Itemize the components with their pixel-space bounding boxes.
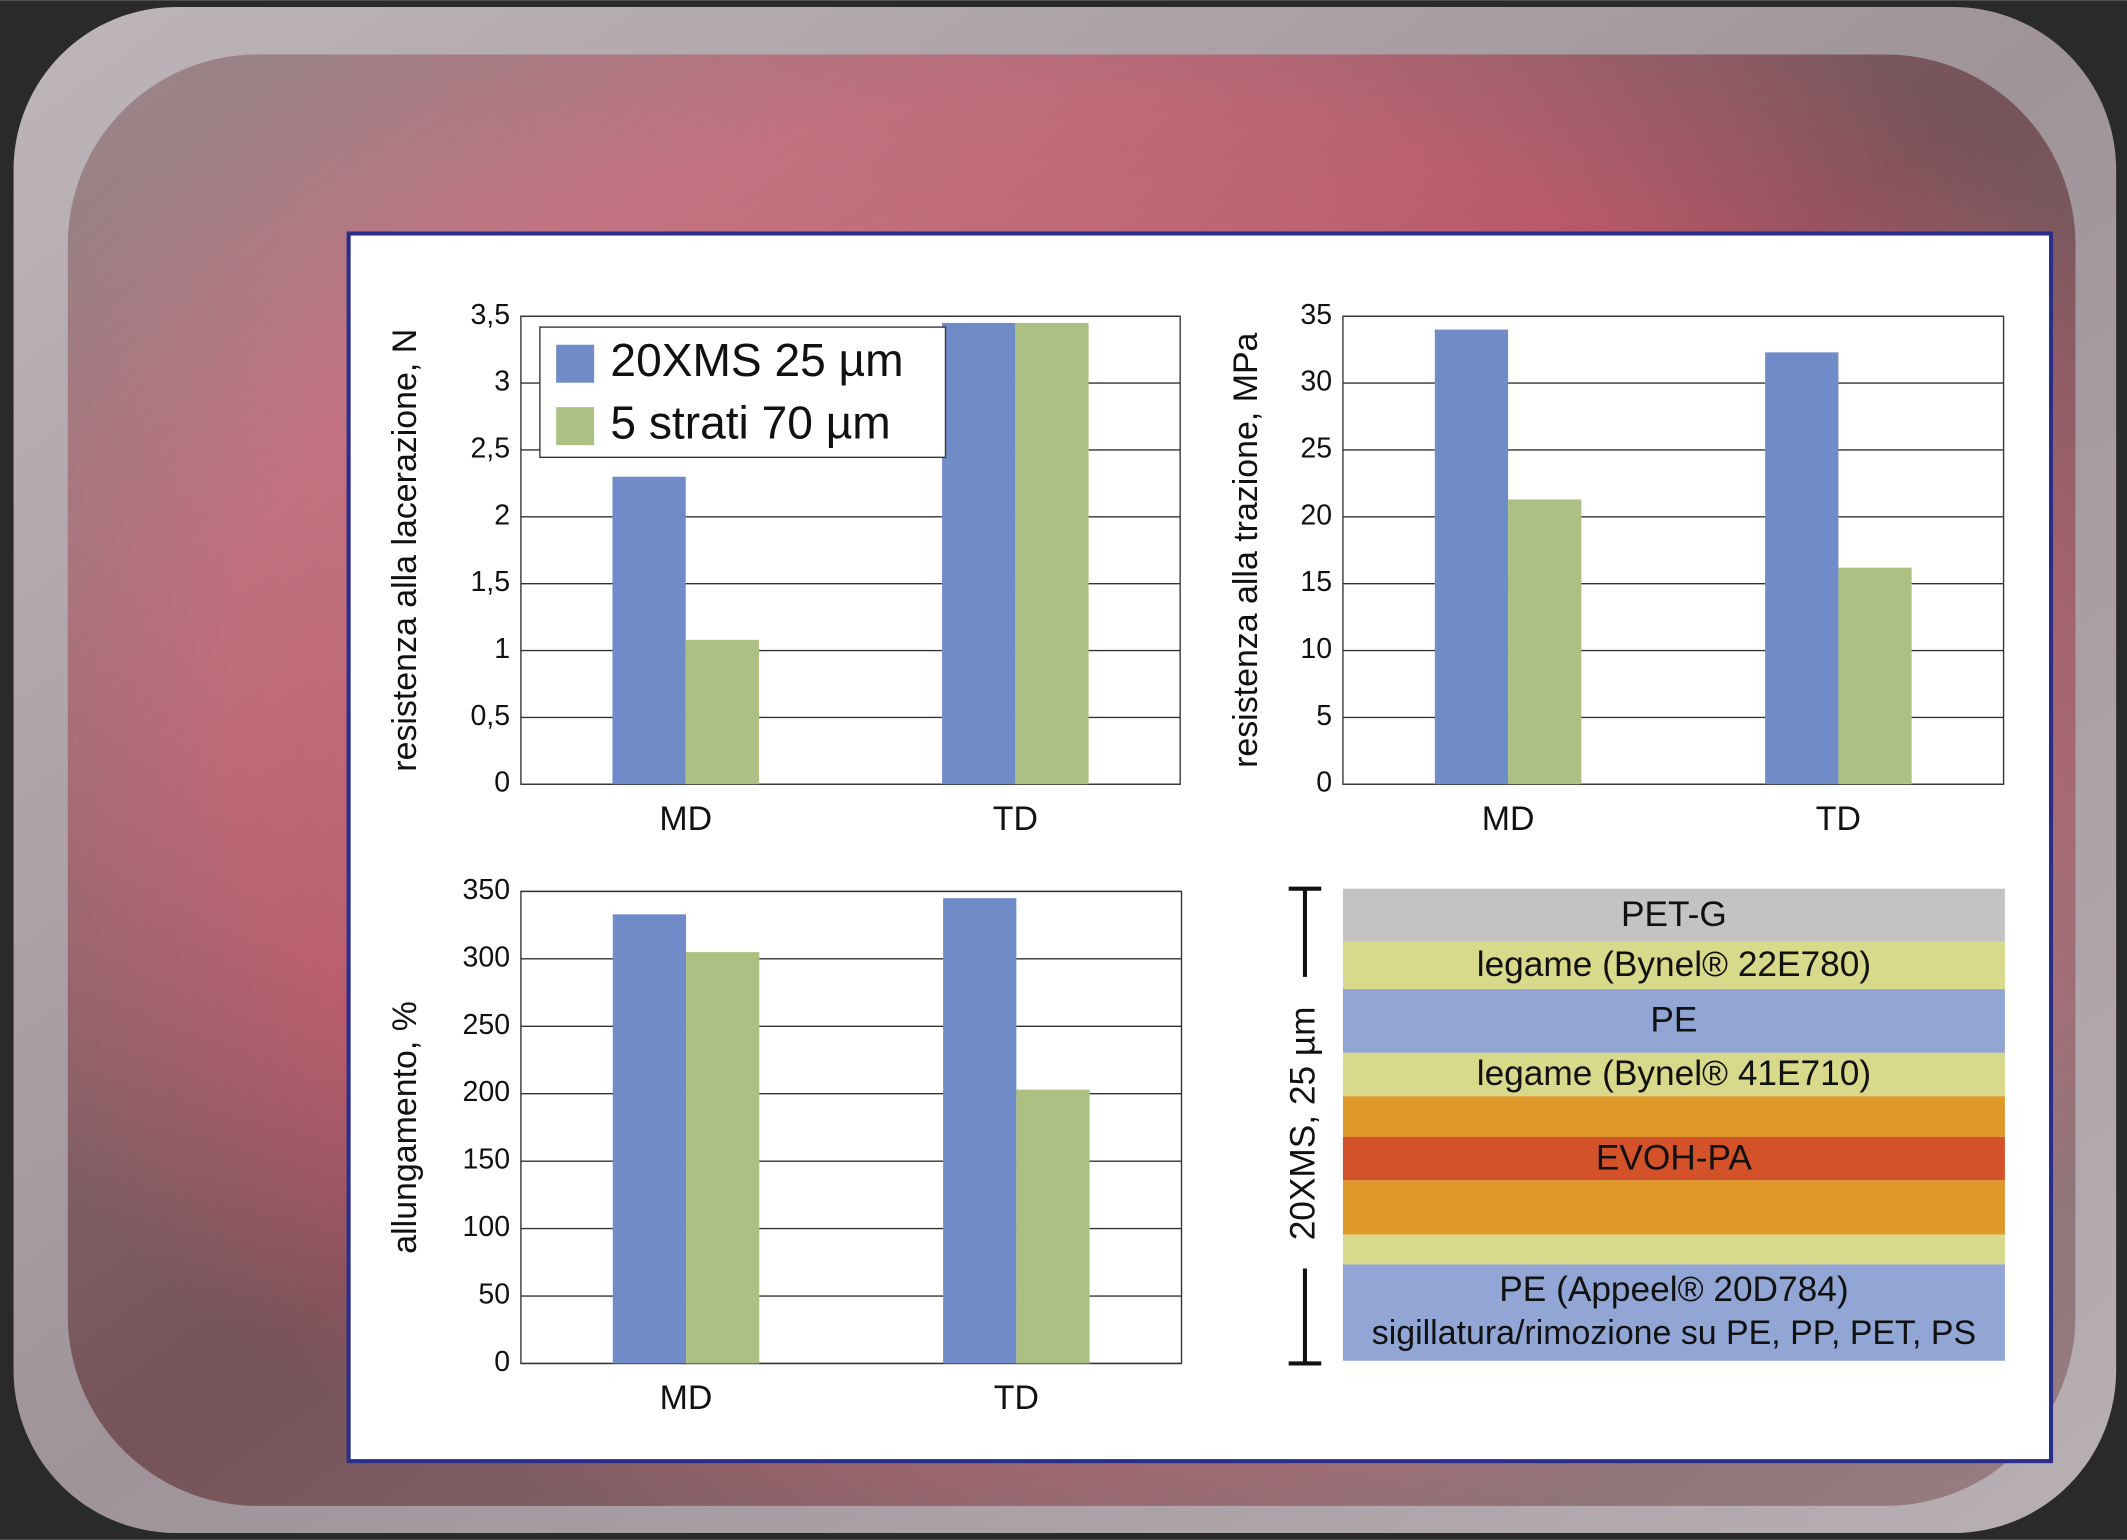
x-tick-label: MD [1482, 800, 1535, 838]
bracket-label: 20XMS, 25 µm [1283, 1006, 1322, 1240]
layer-label: EVOH-PA [1596, 1138, 1753, 1177]
y-tick-label: 1,5 [470, 566, 510, 598]
x-tick-label: MD [660, 1379, 713, 1417]
y-tick-label: 3,5 [470, 299, 510, 331]
layer-label: legame (Bynel® 41E710) [1477, 1054, 1871, 1093]
layer [1342, 1234, 2005, 1265]
y-tick-label: 200 [463, 1076, 511, 1108]
bar [1765, 352, 1839, 785]
y-axis-label: resistenza alla lacerazione, N [386, 329, 424, 772]
y-tick-label: 10 [1300, 633, 1332, 665]
layer [1342, 941, 2005, 990]
y-tick-label: 2 [494, 499, 510, 531]
layer-label: legame (Bynel® 22E780) [1477, 945, 1871, 984]
layer [1342, 888, 2005, 942]
y-tick-label: 0 [1316, 767, 1332, 799]
x-tick-label: TD [994, 1379, 1039, 1417]
bar [1015, 322, 1089, 785]
bar [1016, 1089, 1090, 1364]
y-tick-label: 300 [463, 941, 511, 973]
bar [942, 322, 1016, 785]
x-tick-label: MD [659, 800, 712, 838]
legend-label: 20XMS 25 µm [610, 334, 903, 386]
layer-label: PE [1650, 1001, 1697, 1040]
legend-box [539, 326, 947, 459]
y-tick-label: 2,5 [470, 432, 510, 464]
layer-label: PET-G [1621, 895, 1727, 934]
y-tick-label: 0,5 [470, 700, 510, 732]
x-tick-label: TD [993, 800, 1038, 838]
y-tick-label: 50 [478, 1279, 510, 1311]
bar [612, 476, 686, 785]
layer [1342, 1096, 2005, 1137]
bracket-gap [1283, 976, 1327, 1269]
y-tick-label: 35 [1300, 299, 1332, 331]
layer [1342, 1264, 2005, 1361]
legend-swatch [556, 344, 595, 383]
y-tick-label: 250 [463, 1009, 511, 1041]
y-tick-label: 25 [1300, 432, 1332, 464]
y-axis-label: allungamento, % [386, 1001, 424, 1254]
bar [612, 914, 687, 1364]
layer [1342, 1052, 2005, 1097]
y-tick-label: 5 [1316, 700, 1332, 732]
x-tick-label: TD [1816, 800, 1861, 838]
layer-label: PE (Appeel® 20D784) [1499, 1270, 1848, 1309]
bar [1508, 499, 1582, 785]
bar [1434, 329, 1509, 785]
y-tick-label: 30 [1300, 366, 1332, 398]
y-tick-label: 3 [494, 366, 510, 398]
bar [686, 952, 760, 1364]
y-axis-label: resistenza alla trazione, MPa [1227, 332, 1265, 767]
layer [1342, 1180, 2005, 1235]
legend-label: 5 strati 70 µm [610, 396, 890, 448]
y-tick-label: 350 [463, 874, 511, 906]
layer [1342, 1136, 2005, 1181]
y-tick-label: 100 [463, 1211, 511, 1243]
layer [1342, 989, 2005, 1053]
y-tick-label: 0 [494, 1346, 510, 1378]
y-tick-label: 15 [1300, 566, 1332, 598]
y-tick-label: 1 [494, 633, 510, 665]
bar [943, 898, 1017, 1364]
bar [685, 639, 759, 785]
layer-label: sigillatura/rimozione su PE, PP, PET, PS [1372, 1314, 1976, 1352]
y-tick-label: 150 [463, 1144, 511, 1176]
y-tick-label: 20 [1300, 499, 1332, 531]
legend-swatch [556, 407, 595, 446]
plot-frame [520, 890, 1183, 1365]
bar [1838, 567, 1912, 785]
y-tick-label: 0 [494, 767, 510, 799]
plot-frame [1342, 315, 2005, 785]
plot-frame [520, 315, 1181, 785]
